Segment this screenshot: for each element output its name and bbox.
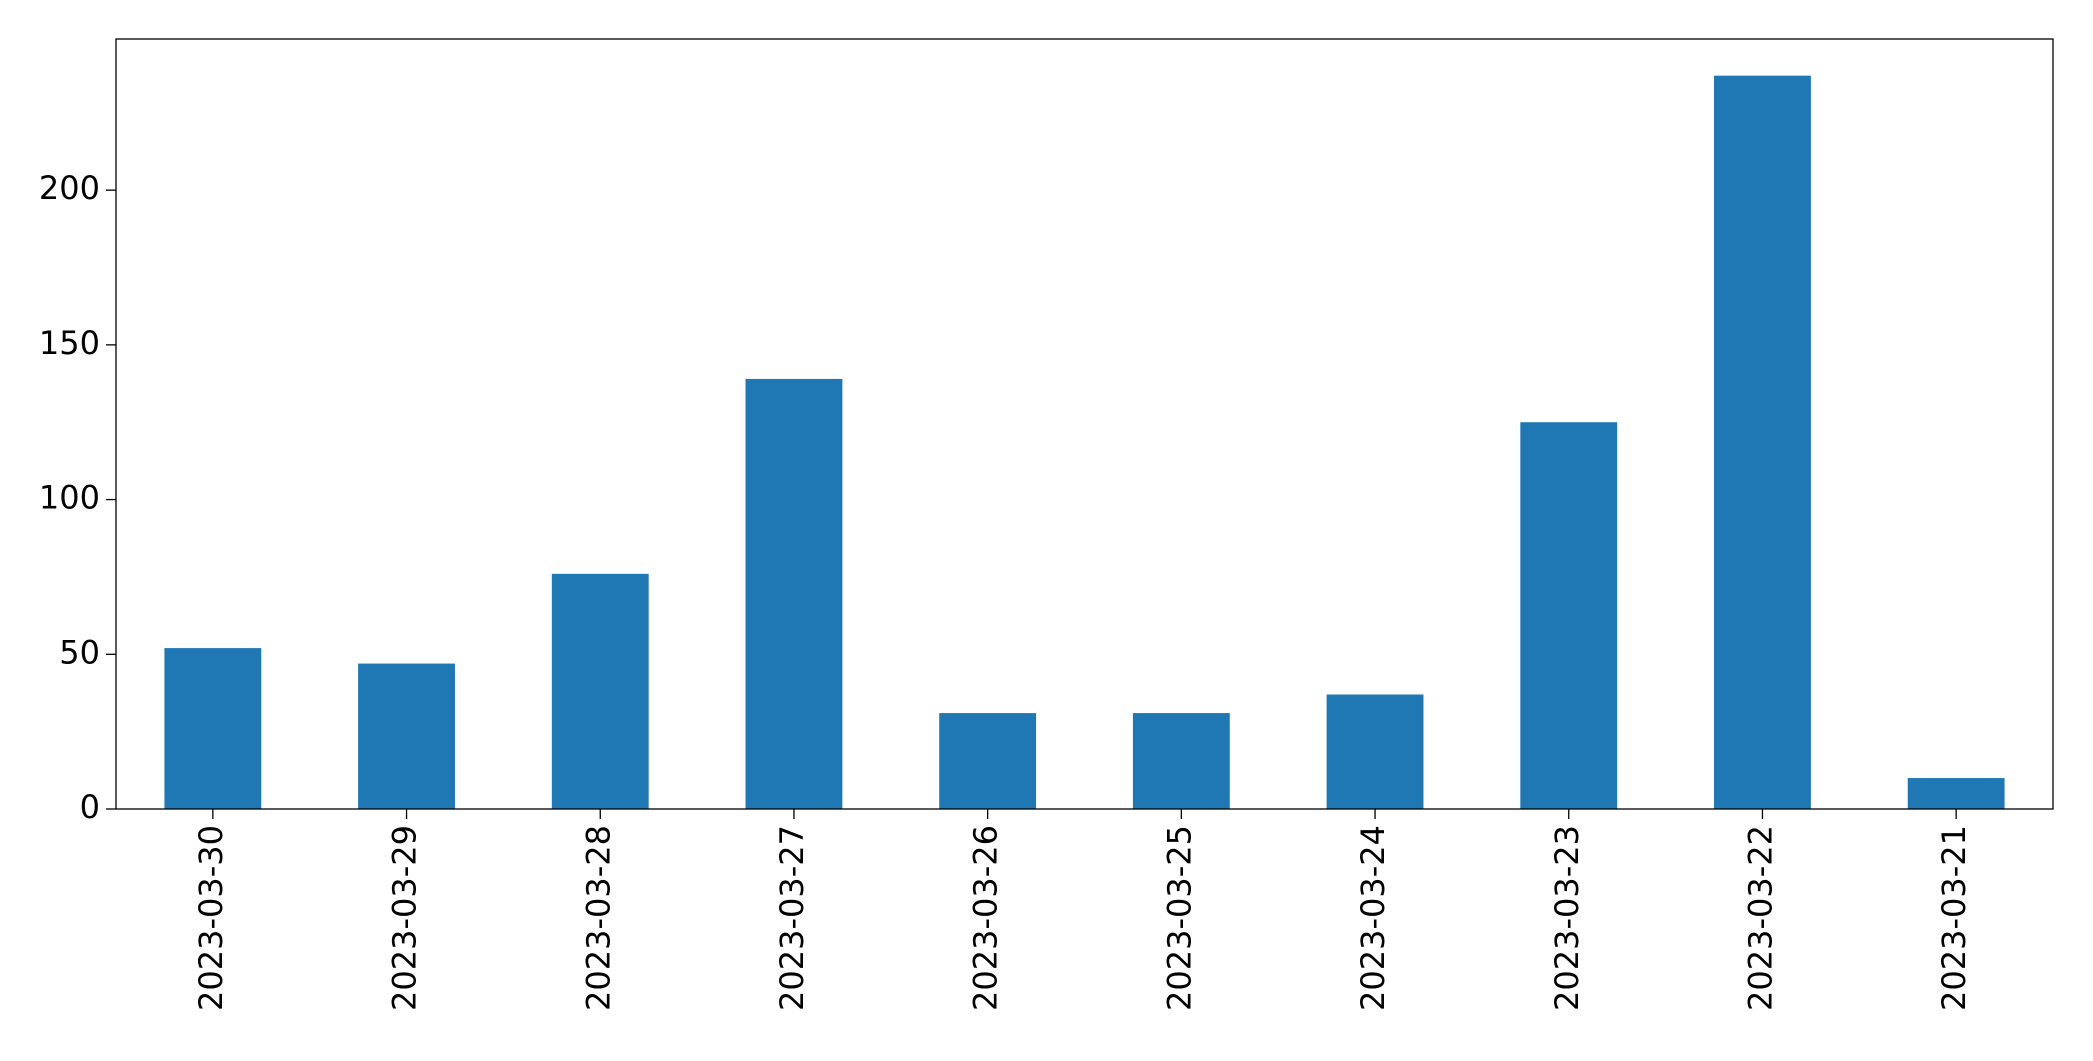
bar bbox=[745, 378, 843, 809]
bar bbox=[1132, 713, 1230, 809]
x-tick-label: 2023-03-27 bbox=[773, 825, 811, 1011]
plot-frame bbox=[115, 38, 2054, 810]
y-tick-label: 200 bbox=[39, 169, 100, 207]
x-tick-label: 2023-03-25 bbox=[1160, 825, 1198, 1011]
x-tick-label: 2023-03-28 bbox=[579, 825, 617, 1011]
bar bbox=[1520, 422, 1618, 809]
y-tick-label: 100 bbox=[39, 479, 100, 517]
y-tick-label: 50 bbox=[59, 633, 100, 671]
x-tick-label: 2023-03-24 bbox=[1354, 825, 1392, 1011]
bar bbox=[1326, 694, 1424, 809]
y-tick-label: 150 bbox=[39, 324, 100, 362]
bar bbox=[551, 573, 649, 809]
x-tick-label: 2023-03-26 bbox=[967, 825, 1005, 1011]
bar bbox=[1714, 75, 1811, 809]
bar bbox=[164, 648, 262, 809]
y-tick-label: 0 bbox=[80, 788, 100, 826]
x-tick-label: 2023-03-22 bbox=[1741, 825, 1779, 1011]
bar bbox=[1907, 778, 2005, 809]
x-tick-label: 2023-03-30 bbox=[192, 825, 230, 1011]
x-tick-label: 2023-03-23 bbox=[1548, 825, 1586, 1011]
x-tick-label: 2023-03-21 bbox=[1935, 825, 1973, 1011]
bar bbox=[939, 713, 1037, 809]
bar bbox=[358, 663, 455, 809]
x-tick-label: 2023-03-29 bbox=[386, 825, 424, 1011]
